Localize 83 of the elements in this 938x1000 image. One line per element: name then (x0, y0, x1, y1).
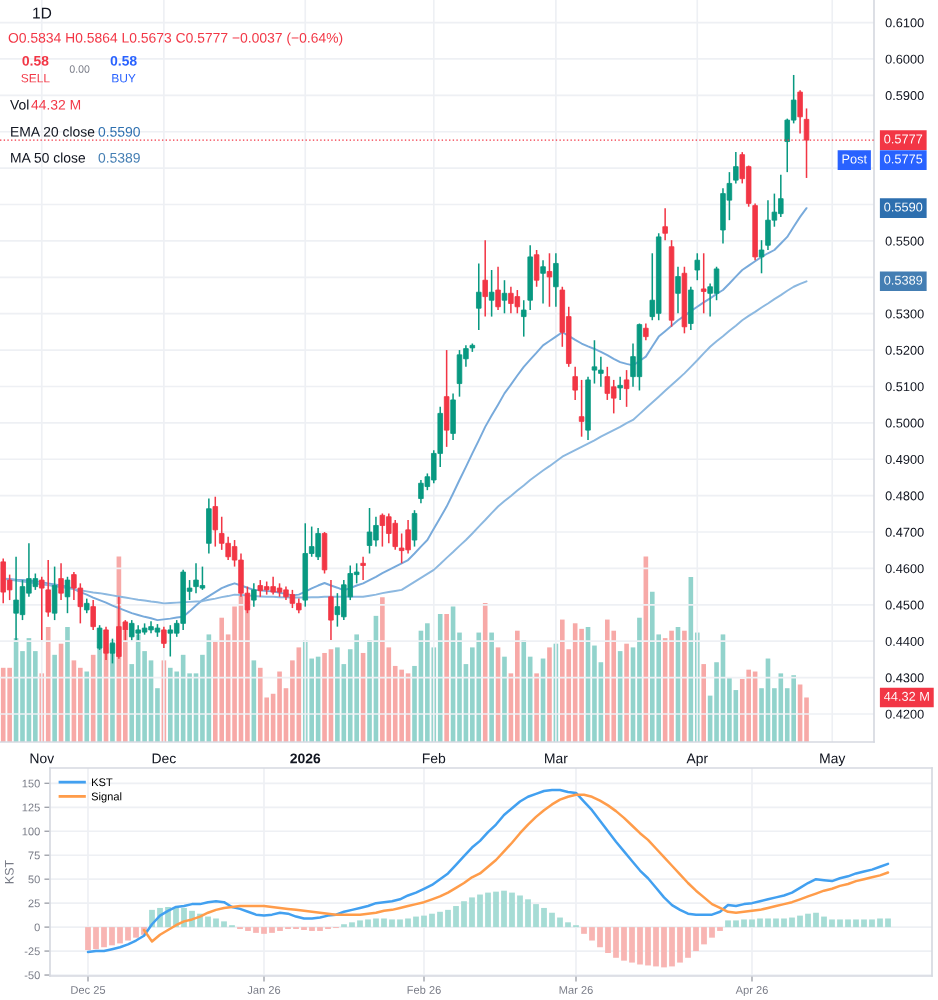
bar (789, 917, 795, 928)
bar (685, 927, 691, 958)
bar (645, 927, 651, 966)
bar (429, 913, 435, 928)
bar (397, 919, 403, 928)
bar (693, 927, 699, 952)
bar (469, 897, 475, 928)
bar (221, 921, 227, 928)
bar (133, 927, 139, 938)
bar (605, 927, 611, 953)
bar (773, 918, 779, 928)
bar (709, 927, 715, 938)
bar (733, 920, 739, 928)
bar (101, 927, 107, 948)
bar (885, 918, 891, 928)
line-series (142, 793, 890, 943)
bar (669, 927, 675, 967)
bar (829, 919, 835, 928)
bar (461, 901, 467, 928)
bar (725, 920, 731, 928)
bar (205, 916, 211, 928)
bar (0, 667, 6, 742)
bar (373, 918, 379, 928)
bar (357, 920, 363, 928)
bar (813, 912, 819, 928)
bar (749, 919, 755, 928)
bar (213, 918, 219, 928)
bar (517, 895, 523, 928)
bar (741, 919, 747, 928)
bar (381, 918, 387, 928)
bar (781, 918, 787, 928)
bar (533, 904, 539, 928)
bar (549, 912, 555, 928)
candlestick (0, 557, 6, 605)
bar (797, 915, 803, 928)
bar (253, 927, 259, 933)
bar (261, 927, 267, 934)
bar (445, 909, 451, 928)
bar (853, 919, 859, 928)
bar (629, 927, 635, 963)
bar (837, 919, 843, 928)
bar (597, 927, 603, 948)
bar (365, 919, 371, 928)
bar (405, 918, 411, 928)
bar (621, 927, 627, 961)
bar (349, 922, 355, 928)
bar (565, 922, 571, 928)
bar (485, 892, 491, 928)
bar (117, 927, 123, 944)
bar (845, 919, 851, 928)
bar (509, 892, 515, 928)
bar (541, 907, 547, 928)
bar (661, 927, 667, 968)
bar (757, 918, 763, 928)
bar (613, 927, 619, 958)
bar (501, 890, 507, 928)
bar (557, 917, 563, 928)
bar (581, 927, 587, 934)
bar (677, 927, 683, 963)
bar (701, 927, 707, 945)
bar (437, 911, 443, 928)
bar (589, 927, 595, 941)
bar (421, 915, 427, 928)
bar (269, 927, 275, 933)
bar (109, 927, 115, 946)
bar (637, 927, 643, 965)
bar (877, 918, 883, 928)
line-series (86, 788, 890, 954)
bar (413, 916, 419, 928)
bar (389, 919, 395, 928)
bar (453, 906, 459, 928)
bar (869, 919, 875, 928)
bar (85, 927, 91, 951)
bar (821, 916, 827, 928)
bar (93, 927, 99, 950)
bar (861, 919, 867, 928)
bar (525, 899, 531, 928)
bar (653, 927, 659, 967)
bar (493, 891, 499, 928)
bar (805, 913, 811, 928)
bar (125, 927, 131, 941)
bar (765, 918, 771, 928)
bar (477, 894, 483, 928)
